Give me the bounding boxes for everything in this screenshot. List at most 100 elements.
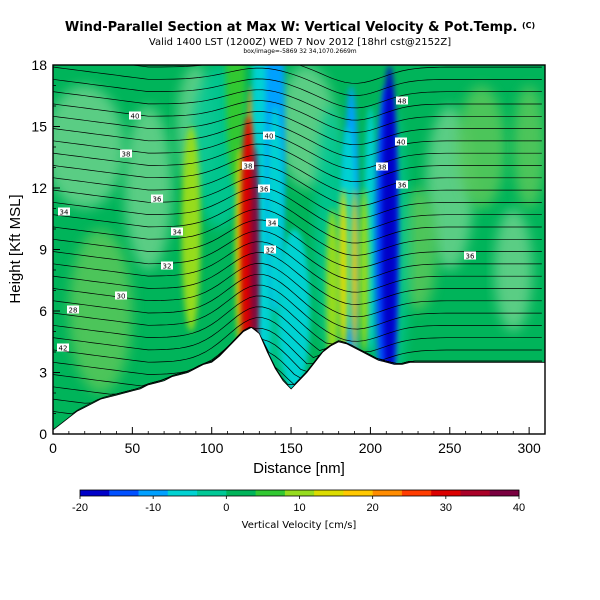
contour-label-box (115, 291, 127, 300)
isentrope-line (53, 273, 542, 330)
x-tick-label: 150 (279, 440, 303, 456)
y-tick-label: 3 (39, 365, 47, 381)
isentrope-line (53, 295, 542, 353)
contour-label-box (464, 251, 476, 260)
contour-label-box (67, 305, 79, 314)
contour-label-box (57, 343, 69, 352)
colorbar-tick-label: 20 (367, 502, 379, 514)
colorbar-segment (284, 490, 315, 496)
contour-label-text: 32 (163, 263, 172, 271)
y-tick-label: 15 (31, 119, 47, 135)
contour-label: 38 (120, 149, 132, 159)
contour-label-text: 38 (378, 164, 387, 172)
field-patch (68, 229, 133, 393)
colorbar-segment (343, 490, 374, 496)
contour-label-text: 34 (173, 229, 182, 237)
contour-label-text: 36 (153, 196, 162, 204)
isentrope-line (53, 263, 542, 318)
isentrope-line (53, 154, 542, 195)
isentrope-line (53, 165, 542, 207)
contour-label-text: 28 (69, 307, 78, 315)
contour-label-text: 38 (122, 151, 131, 159)
contour-label-text: 36 (466, 253, 475, 261)
isentrope-line (53, 78, 542, 109)
chart-title: Wind-Parallel Section at Max W: Vertical… (64, 20, 536, 35)
terrain (53, 326, 545, 434)
contour-label: 36 (151, 194, 163, 204)
contour-label: 38 (376, 162, 388, 172)
colorbar-segment (460, 490, 491, 496)
field-patch (124, 106, 173, 270)
isentrope-line (53, 176, 542, 219)
contour-label-box (266, 218, 278, 227)
x-tick-label: 250 (438, 440, 462, 456)
colorbar-segment (372, 490, 403, 496)
y-tick-label: 0 (39, 426, 47, 442)
contour-label-box (161, 261, 173, 270)
x-axis-label: Distance [nm] (253, 460, 345, 477)
y-tick-label: 9 (39, 242, 47, 258)
contour-label-text: 48 (398, 98, 407, 106)
contour-label: 28 (67, 305, 79, 315)
colorbar-tick-label: 0 (223, 502, 229, 514)
contour-label: 48 (396, 96, 408, 106)
contour-label: 40 (395, 137, 407, 147)
contour-label-text: 36 (260, 186, 269, 194)
colorbar-segment (197, 490, 227, 496)
contour-label: 32 (264, 245, 276, 255)
y-tick-label: 12 (31, 180, 47, 196)
colorbar-segment (489, 490, 520, 496)
isentrope-line (53, 197, 542, 244)
colorbar-tick-label: 10 (293, 502, 305, 514)
field-core (181, 126, 201, 332)
contour-label-text: 32 (266, 247, 275, 255)
contour-label: 40 (263, 131, 275, 141)
isentrope-line (53, 230, 542, 281)
contour-label-box (151, 194, 163, 203)
field-core (325, 208, 339, 373)
colorbar-segment (109, 490, 139, 496)
contour-label-text: 36 (398, 182, 407, 190)
isentrope-line (53, 208, 542, 256)
contour-label: 42 (57, 343, 69, 353)
isentrope-line (53, 306, 542, 361)
isentrope-line (53, 252, 542, 305)
colorbar-segment (226, 490, 256, 496)
contour-label-box (395, 137, 407, 146)
y-axis-label: Height [Kft MSL] (7, 194, 24, 303)
colorbar-tick-label: -20 (72, 502, 88, 514)
contour-label-text: 40 (397, 139, 406, 147)
field-patch (53, 85, 125, 209)
contour-label-box (242, 161, 254, 170)
x-tick-label: 200 (359, 440, 383, 456)
colorbar-segment (431, 490, 461, 496)
contour-label-box (58, 207, 70, 216)
colorbar-segment (255, 490, 286, 496)
isentrope-line (53, 219, 542, 268)
y-tick-label: 18 (31, 57, 47, 73)
potential-temperature-contours (53, 65, 542, 415)
contour-label-box (264, 245, 276, 254)
contour-label-box (120, 149, 132, 158)
chart-subtitle-detail: box/image=-5869 32 34,1070.2669m (243, 48, 357, 55)
y-tick-label: 6 (39, 303, 47, 319)
colorbar-segment (401, 490, 432, 496)
contour-label-box (263, 131, 275, 140)
field-core (338, 188, 349, 352)
colorbar-tick-label: 30 (440, 502, 452, 514)
contour-label: 36 (258, 184, 270, 194)
colorbar-segment (167, 490, 198, 496)
colorbar-segment (314, 490, 344, 496)
contour-label: 34 (266, 218, 278, 228)
field-core (278, 229, 311, 393)
contour-label-text: 34 (268, 220, 277, 228)
contour-label-text: 42 (59, 345, 68, 353)
isentrope-line (53, 241, 542, 293)
contour-label-box (396, 96, 408, 105)
chart-subtitle: Valid 1400 LST (1200Z) WED 7 Nov 2012 [1… (148, 37, 452, 48)
isentrope-line (53, 111, 542, 146)
isentrope-line (53, 187, 542, 232)
colorbar-tick-label: 40 (513, 502, 525, 514)
colorbar-tick-label: -10 (145, 502, 161, 514)
